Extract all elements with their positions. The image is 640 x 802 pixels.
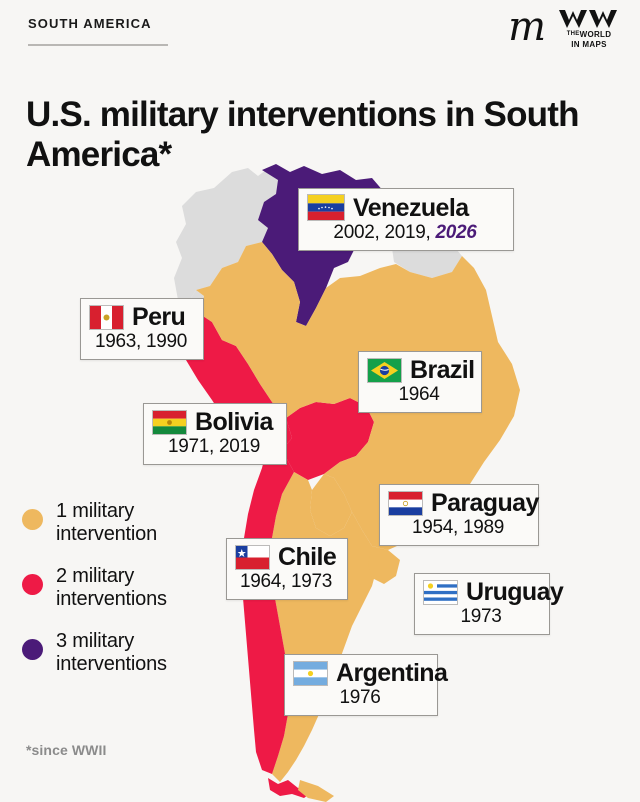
- callout-header: Paraguay: [388, 490, 539, 516]
- footnote: *since WWII: [26, 742, 107, 758]
- country-uruguay: [368, 546, 400, 584]
- callout-header: Peru: [89, 304, 193, 330]
- logo-the: THE: [566, 31, 580, 37]
- intervention-years: 1954, 1989: [411, 517, 505, 538]
- peru-flag: [89, 304, 124, 330]
- intervention-years: 1964, 1973: [239, 571, 333, 592]
- legend-label: 1 military intervention: [56, 500, 157, 545]
- country-chile: [242, 444, 294, 774]
- wm-mark-icon: [559, 10, 617, 28]
- country-name: Bolivia: [195, 408, 273, 436]
- country-name: Uruguay: [466, 578, 564, 606]
- paraguay-flag: [388, 490, 423, 516]
- country-colombia: [174, 168, 278, 306]
- callout-paraguay[interactable]: Paraguay 1954, 1989: [379, 484, 539, 546]
- intervention-years: 1964: [398, 384, 440, 405]
- callout-header: Uruguay: [423, 579, 564, 605]
- country-name: Peru: [132, 303, 186, 331]
- logo-text-line2: IN MAPS: [571, 40, 607, 49]
- country-name: Brazil: [410, 356, 475, 384]
- years-past: 2002, 2019,: [333, 222, 436, 243]
- logo-world: WORLD: [579, 30, 612, 39]
- uruguay-flag: [423, 579, 458, 605]
- page-title: U.S. military interventions in South Ame…: [26, 95, 579, 175]
- legend-label: 2 military interventions: [56, 565, 167, 610]
- callout-bolivia[interactable]: Bolivia 1971, 2019: [143, 403, 287, 465]
- callout-chile[interactable]: Chile 1964, 1973: [226, 538, 348, 600]
- callout-argentina[interactable]: Argentina 1976: [284, 654, 448, 716]
- callout-venezuela[interactable]: Venezuela 2002, 2019, 2026: [298, 188, 514, 251]
- country-name: Chile: [278, 543, 337, 571]
- logo-text-line1: THEWORLD: [567, 30, 612, 39]
- callout-uruguay[interactable]: Uruguay 1973: [414, 573, 564, 635]
- intervention-years: 2002, 2019, 2026: [307, 222, 503, 243]
- map-tierra-del-fuego: [298, 780, 334, 802]
- legend-dot-one-icon: [22, 509, 43, 530]
- map-legend: 1 military intervention 2 military inter…: [22, 500, 237, 695]
- legend-item: 3 military interventions: [22, 630, 237, 676]
- legend-label: 3 military interventions: [56, 630, 167, 675]
- intervention-years: 1971, 2019: [167, 436, 261, 457]
- legend-dot-two-icon: [22, 574, 43, 595]
- years-future: 2026: [435, 222, 477, 243]
- venezuela-flag: [307, 194, 345, 221]
- legend-item: 2 military interventions: [22, 565, 237, 611]
- brazil-flag: [367, 357, 402, 383]
- argentina-flag: [293, 660, 328, 686]
- callout-brazil[interactable]: Brazil 1964: [358, 351, 482, 413]
- kicker-divider: [28, 44, 168, 46]
- country-name: Argentina: [336, 659, 448, 687]
- callout-peru[interactable]: Peru 1963, 1990: [80, 298, 204, 360]
- country-guianas: [392, 242, 462, 278]
- intervention-years: 1973: [460, 606, 502, 627]
- world-in-maps-logo: THEWORLD IN MAPS: [558, 9, 620, 49]
- country-name: Venezuela: [353, 193, 469, 222]
- country-chile-archipelago: [268, 778, 312, 798]
- legend-dot-three-icon: [22, 639, 43, 660]
- callout-header: Bolivia: [152, 409, 276, 435]
- region-kicker: SOUTH AMERICA: [28, 16, 152, 31]
- chile-flag: [235, 544, 270, 570]
- intervention-years: 1963, 1990: [94, 331, 188, 352]
- country-bolivia: [282, 398, 374, 480]
- brand-logo: m THEWORLD IN MAPS: [508, 6, 620, 52]
- callout-header: Chile: [235, 544, 337, 570]
- country-name: Paraguay: [431, 489, 539, 517]
- country-paraguay: [310, 474, 352, 536]
- callout-header: Argentina: [293, 660, 448, 686]
- callout-header: Venezuela: [307, 194, 503, 221]
- script-m-icon: m: [508, 4, 546, 50]
- intervention-years: 1976: [339, 687, 381, 708]
- callout-header: Brazil: [367, 356, 475, 384]
- bolivia-flag: [152, 409, 187, 435]
- legend-item: 1 military intervention: [22, 500, 237, 546]
